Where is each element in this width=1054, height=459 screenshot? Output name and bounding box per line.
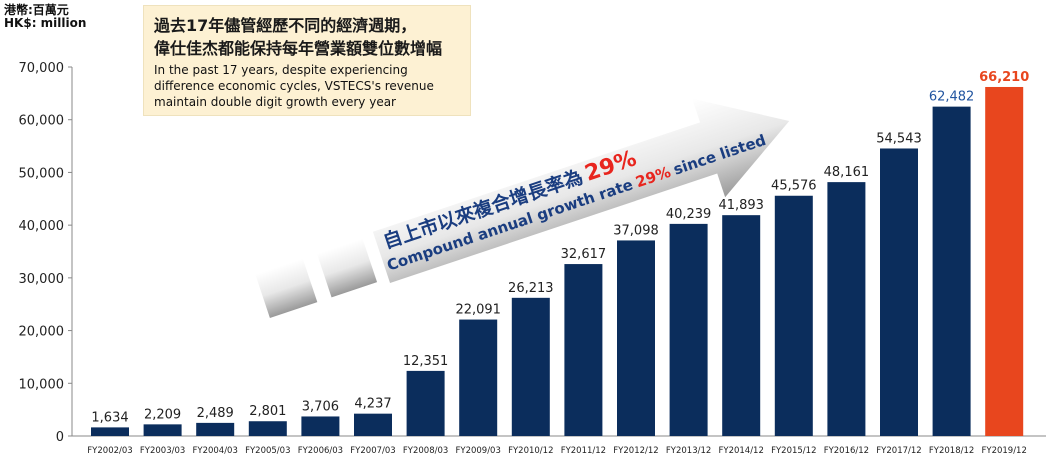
value-label-FY2018/12: 62,482 xyxy=(929,90,975,105)
bar-FY2005/03 xyxy=(248,421,287,436)
bar-FY2003/03 xyxy=(143,424,182,436)
x-tick-label-FY2008/03: FY2008/03 xyxy=(403,446,448,456)
bar-FY2011/12 xyxy=(564,264,603,436)
value-label-FY2011/12: 32,617 xyxy=(561,247,607,262)
bar-FY2013/12 xyxy=(669,223,708,436)
x-tick-label-FY2005/03: FY2005/03 xyxy=(245,446,290,456)
value-label-FY2012/12: 37,098 xyxy=(613,223,659,238)
value-label-FY2002/03: 1,634 xyxy=(91,410,128,425)
bar-FY2018/12 xyxy=(932,106,971,436)
arrow-dash-2 xyxy=(316,238,378,298)
value-label-FY2008/03: 12,351 xyxy=(403,354,449,369)
bar-FY2006/03 xyxy=(301,416,340,436)
value-label-FY2007/03: 4,237 xyxy=(354,397,391,412)
bar-FY2019/12 xyxy=(985,86,1024,437)
value-label-FY2015/12: 45,576 xyxy=(771,179,817,194)
value-label-FY2003/03: 2,209 xyxy=(144,407,181,422)
x-tick-label-FY2003/03: FY2003/03 xyxy=(140,446,185,456)
value-label-FY2006/03: 3,706 xyxy=(302,399,339,414)
bar-FY2008/03 xyxy=(406,370,445,436)
value-label-FY2013/12: 40,239 xyxy=(666,207,712,222)
x-tick-label-FY2011/12: FY2011/12 xyxy=(561,446,606,456)
y-tick-label: 50,000 xyxy=(19,166,65,181)
bar-FY2009/03 xyxy=(459,319,498,436)
x-tick-label-FY2006/03: FY2006/03 xyxy=(298,446,343,456)
value-label-FY2010/12: 26,213 xyxy=(508,281,554,296)
value-label-FY2004/03: 2,489 xyxy=(197,406,234,421)
bar-FY2002/03 xyxy=(91,427,129,436)
arrow-dash-1 xyxy=(255,258,318,318)
y-tick-label: 0 xyxy=(56,430,64,445)
y-tick-label: 30,000 xyxy=(19,272,65,287)
bar-FY2016/12 xyxy=(827,182,866,436)
x-tick-label-FY2010/12: FY2010/12 xyxy=(508,446,553,456)
callout-heading-line-2: 偉仕佳杰都能保持每年營業額雙位數增幅 xyxy=(154,39,443,58)
y-tick-label: 60,000 xyxy=(19,114,65,129)
growth-arrow xyxy=(372,98,790,284)
x-tick-label-FY2009/03: FY2009/03 xyxy=(455,446,500,456)
y-tick-label: 70,000 xyxy=(19,61,65,76)
value-label-FY2005/03: 2,801 xyxy=(249,404,286,419)
x-tick-label-FY2017/12: FY2017/12 xyxy=(876,446,921,456)
bar-FY2012/12 xyxy=(617,240,655,436)
bar-FY2007/03 xyxy=(354,413,392,436)
value-label-FY2017/12: 54,543 xyxy=(876,131,922,146)
unit-label-zh: 港幣:百萬元 xyxy=(4,3,69,17)
x-tick-label-FY2013/12: FY2013/12 xyxy=(666,446,711,456)
x-tick-label-FY2012/12: FY2012/12 xyxy=(613,446,658,456)
x-tick-label-FY2002/03: FY2002/03 xyxy=(87,446,132,456)
callout-english-text: In the past 17 years, despite experienci… xyxy=(154,63,434,109)
value-label-FY2014/12: 41,893 xyxy=(718,198,764,213)
bar-FY2014/12 xyxy=(722,215,761,436)
y-tick-label: 40,000 xyxy=(19,219,65,234)
bar-FY2017/12 xyxy=(880,148,918,436)
x-tick-label-FY2016/12: FY2016/12 xyxy=(824,446,869,456)
bar-FY2010/12 xyxy=(511,297,550,436)
value-label-FY2009/03: 22,091 xyxy=(455,303,501,318)
unit-label-en: HK$: million xyxy=(4,16,87,30)
value-label-FY2016/12: 48,161 xyxy=(824,165,870,180)
x-tick-label-FY2004/03: FY2004/03 xyxy=(192,446,237,456)
x-tick-label-FY2019/12: FY2019/12 xyxy=(981,446,1026,456)
y-tick-label: 20,000 xyxy=(19,325,65,340)
bar-FY2015/12 xyxy=(774,195,813,436)
callout-box: 過去17年儘管經歷不同的經濟週期， 偉仕佳杰都能保持每年營業額雙位數增幅 In … xyxy=(143,5,471,116)
x-tick-label-FY2007/03: FY2007/03 xyxy=(350,446,395,456)
x-tick-label-FY2015/12: FY2015/12 xyxy=(771,446,816,456)
callout-heading-line-1: 過去17年儘管經歷不同的經濟週期， xyxy=(154,16,417,35)
value-label-FY2019/12: 66,210 xyxy=(979,70,1029,85)
bar-FY2004/03 xyxy=(196,422,235,436)
x-tick-label-FY2018/12: FY2018/12 xyxy=(929,446,974,456)
x-tick-label-FY2014/12: FY2014/12 xyxy=(718,446,763,456)
y-tick-label: 10,000 xyxy=(19,377,65,392)
